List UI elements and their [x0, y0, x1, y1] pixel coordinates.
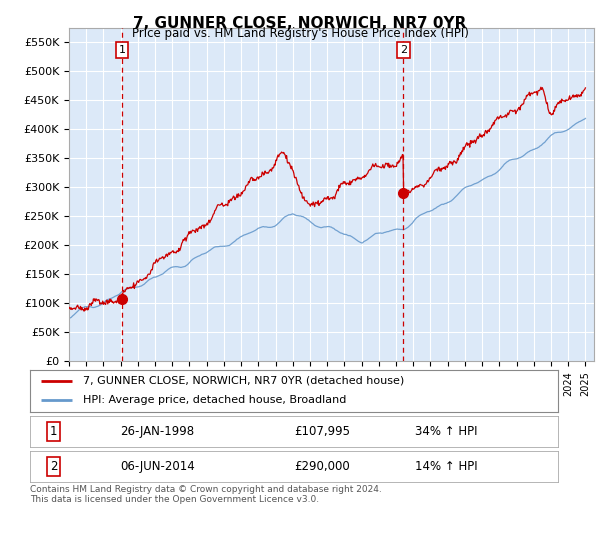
Text: 34% ↑ HPI: 34% ↑ HPI — [415, 425, 478, 438]
Text: £290,000: £290,000 — [294, 460, 350, 473]
Text: 06-JUN-2014: 06-JUN-2014 — [120, 460, 194, 473]
Text: 2: 2 — [50, 460, 58, 473]
Text: 1: 1 — [118, 45, 125, 55]
Text: 7, GUNNER CLOSE, NORWICH, NR7 0YR: 7, GUNNER CLOSE, NORWICH, NR7 0YR — [133, 16, 467, 31]
Text: 1: 1 — [50, 425, 58, 438]
Text: 14% ↑ HPI: 14% ↑ HPI — [415, 460, 478, 473]
Text: 2: 2 — [400, 45, 407, 55]
Text: Price paid vs. HM Land Registry's House Price Index (HPI): Price paid vs. HM Land Registry's House … — [131, 27, 469, 40]
Text: 7, GUNNER CLOSE, NORWICH, NR7 0YR (detached house): 7, GUNNER CLOSE, NORWICH, NR7 0YR (detac… — [83, 376, 404, 386]
Text: £107,995: £107,995 — [294, 425, 350, 438]
Text: HPI: Average price, detached house, Broadland: HPI: Average price, detached house, Broa… — [83, 395, 346, 405]
Text: Contains HM Land Registry data © Crown copyright and database right 2024.
This d: Contains HM Land Registry data © Crown c… — [30, 485, 382, 505]
Text: 26-JAN-1998: 26-JAN-1998 — [120, 425, 194, 438]
